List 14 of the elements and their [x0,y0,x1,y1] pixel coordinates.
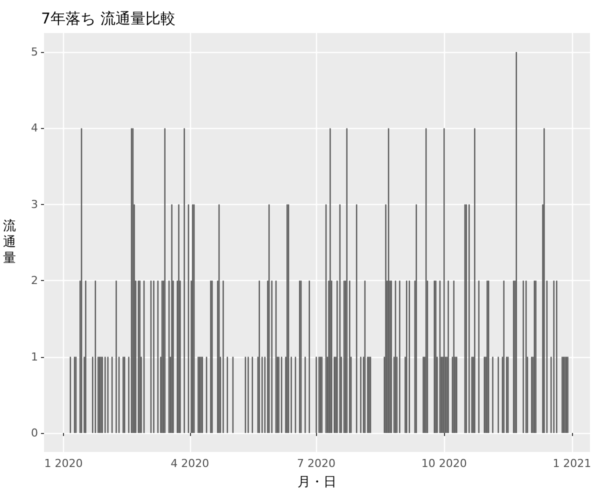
x-tick-label: 1 2020 [44,457,83,470]
y-tick-label: 2 [31,274,38,288]
x-tick-label: 10 2020 [421,457,467,470]
y-tick-label: 3 [31,198,38,211]
x-tick-label: 4 2020 [170,457,210,470]
chart-title: 7年落ち 流通量比較 [41,10,176,28]
y-tick-label: 1 [31,350,38,364]
x-tick-label: 1 2021 [552,457,592,470]
x-axis-title: 月・日 [298,475,336,490]
y-axis-title: 流通量 [3,218,16,266]
y-tick-label: 0 [31,426,38,440]
x-tick-label: 7 2020 [297,457,336,470]
y-tick-label: 5 [31,46,38,59]
y-tick-label: 4 [31,122,38,135]
